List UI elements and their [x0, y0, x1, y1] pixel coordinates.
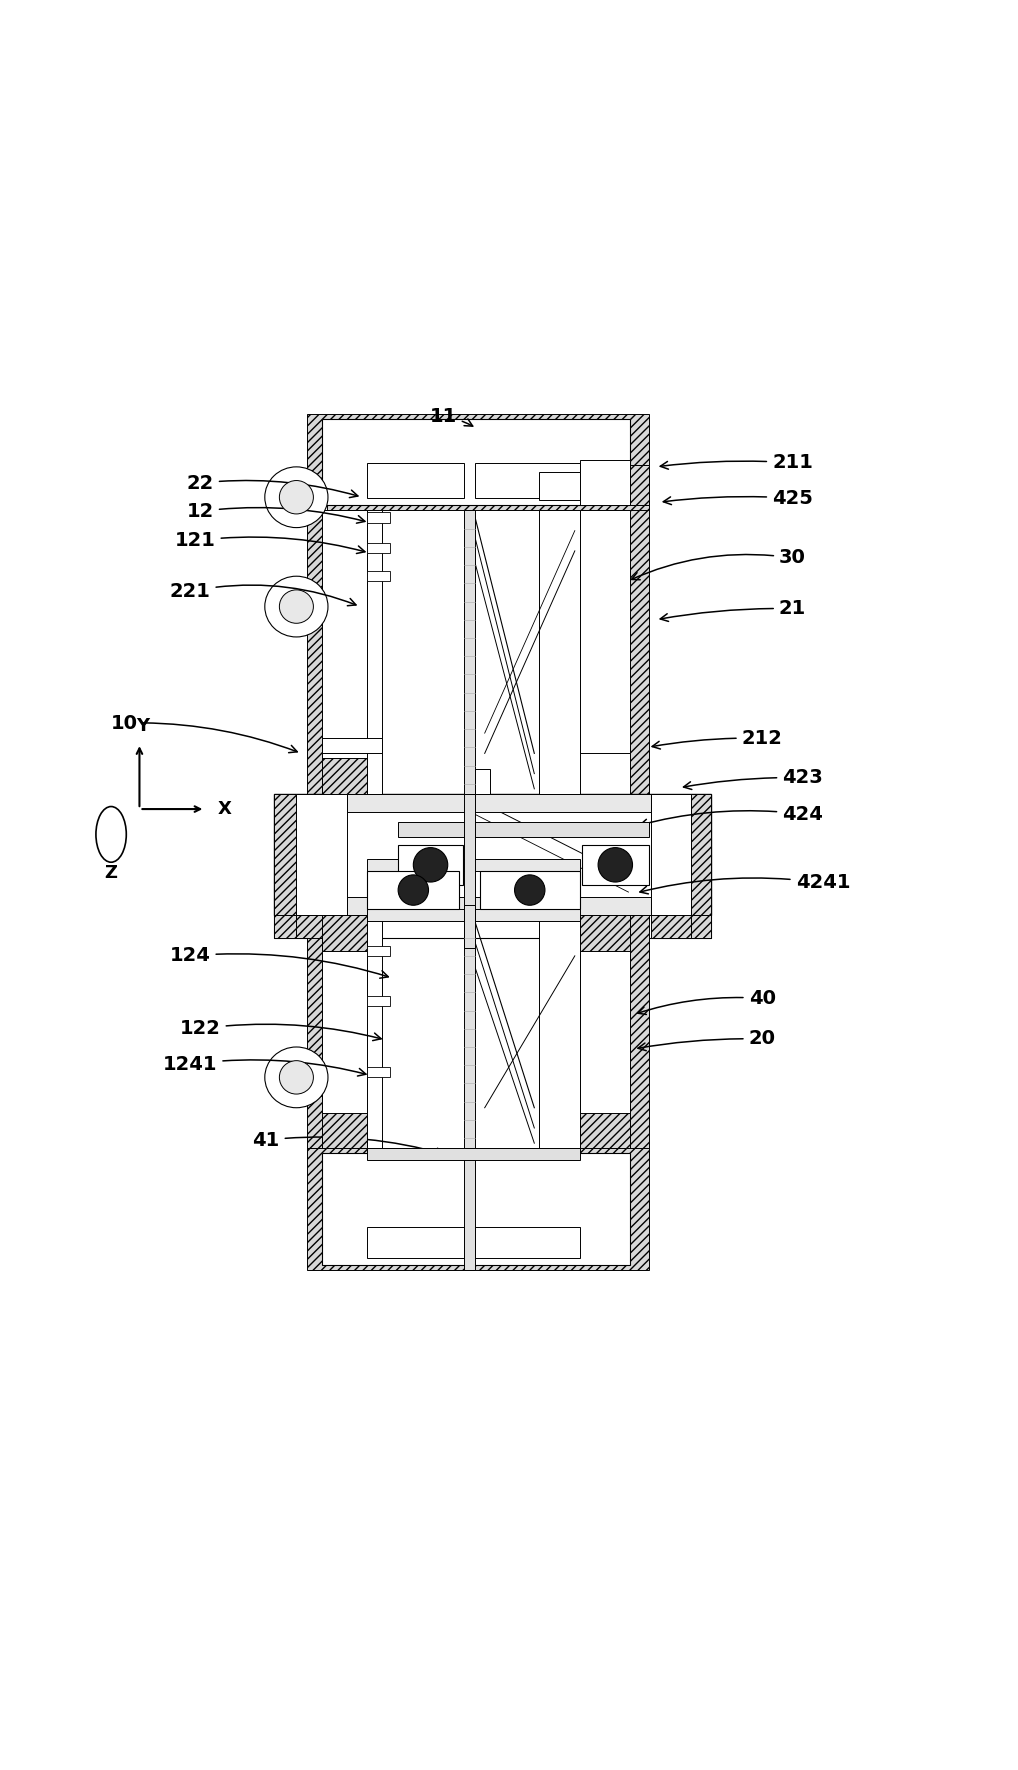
Bar — [464, 915, 474, 1149]
Bar — [322, 1113, 367, 1149]
Bar — [398, 823, 648, 837]
Bar — [540, 915, 580, 1149]
Bar — [322, 758, 367, 795]
Text: 221: 221 — [170, 582, 356, 605]
Bar — [322, 915, 367, 950]
Bar — [306, 1149, 648, 1269]
Text: X: X — [218, 800, 231, 818]
Text: 211: 211 — [661, 453, 813, 473]
Bar — [630, 466, 648, 504]
Bar — [367, 915, 383, 1149]
Bar — [540, 473, 580, 501]
Text: 122: 122 — [180, 1020, 381, 1041]
Bar — [367, 1067, 390, 1078]
Bar — [630, 510, 648, 795]
Text: Z: Z — [105, 864, 117, 881]
Text: 21: 21 — [661, 598, 806, 621]
Bar — [347, 795, 651, 812]
Bar — [540, 510, 580, 795]
Text: 11: 11 — [430, 407, 472, 427]
Ellipse shape — [279, 480, 314, 513]
Bar — [479, 871, 580, 910]
Text: 424: 424 — [640, 805, 823, 827]
Bar — [580, 915, 630, 950]
Bar — [306, 915, 322, 1149]
Bar — [367, 1149, 580, 1161]
Bar — [651, 795, 691, 915]
Bar — [301, 480, 327, 515]
Circle shape — [599, 848, 632, 881]
Ellipse shape — [265, 577, 328, 637]
Bar — [296, 795, 347, 915]
Ellipse shape — [265, 1048, 328, 1108]
Text: 12: 12 — [186, 503, 364, 524]
Bar — [301, 588, 327, 625]
Bar — [651, 915, 691, 938]
Bar — [474, 768, 490, 795]
Ellipse shape — [279, 589, 314, 623]
Bar — [322, 510, 367, 754]
Bar — [580, 510, 630, 754]
Bar — [691, 915, 712, 938]
Bar — [367, 543, 390, 552]
Bar — [367, 858, 580, 871]
Bar — [367, 1227, 464, 1257]
Ellipse shape — [265, 467, 328, 527]
Bar — [296, 915, 347, 938]
Text: 20: 20 — [638, 1030, 776, 1051]
Bar — [367, 945, 390, 956]
Bar — [464, 904, 474, 947]
Ellipse shape — [279, 1060, 314, 1094]
Bar — [306, 414, 648, 510]
Text: 121: 121 — [175, 531, 364, 554]
Text: 22: 22 — [186, 474, 358, 497]
Bar — [274, 915, 712, 938]
Bar — [474, 1227, 580, 1257]
Bar — [691, 795, 712, 915]
Bar — [367, 510, 383, 795]
Text: 1241: 1241 — [163, 1055, 365, 1076]
Bar — [274, 795, 712, 915]
Bar — [464, 510, 474, 795]
Bar — [580, 460, 630, 504]
Text: 10: 10 — [111, 713, 297, 752]
Bar — [398, 844, 463, 885]
Bar — [322, 738, 383, 754]
Bar — [274, 915, 296, 938]
Text: Y: Y — [136, 717, 149, 735]
Bar — [464, 1149, 474, 1269]
Text: 124: 124 — [170, 947, 388, 979]
Text: 212: 212 — [653, 729, 783, 749]
Bar — [322, 915, 367, 1149]
Bar — [367, 513, 390, 522]
Bar — [630, 915, 648, 1149]
Bar — [474, 462, 580, 497]
Circle shape — [413, 848, 448, 881]
Bar — [580, 1113, 630, 1149]
Circle shape — [514, 874, 545, 904]
Circle shape — [398, 874, 429, 904]
Text: 30: 30 — [631, 549, 806, 581]
Bar — [464, 795, 474, 915]
Bar — [582, 844, 648, 885]
Bar — [367, 462, 464, 497]
Bar — [322, 419, 630, 504]
Bar — [274, 795, 296, 915]
Text: 4241: 4241 — [640, 873, 850, 894]
Bar — [322, 1154, 630, 1266]
Bar — [630, 466, 648, 504]
Bar — [301, 1058, 327, 1096]
Bar — [367, 910, 580, 922]
Bar — [367, 572, 390, 581]
Bar — [347, 897, 651, 915]
Text: 40: 40 — [638, 989, 776, 1014]
Bar — [580, 915, 630, 1149]
Bar — [306, 510, 322, 795]
Bar — [367, 997, 390, 1007]
Text: 423: 423 — [683, 768, 823, 789]
Bar — [367, 871, 459, 910]
Text: 41: 41 — [252, 1131, 444, 1156]
Text: 425: 425 — [664, 489, 813, 508]
